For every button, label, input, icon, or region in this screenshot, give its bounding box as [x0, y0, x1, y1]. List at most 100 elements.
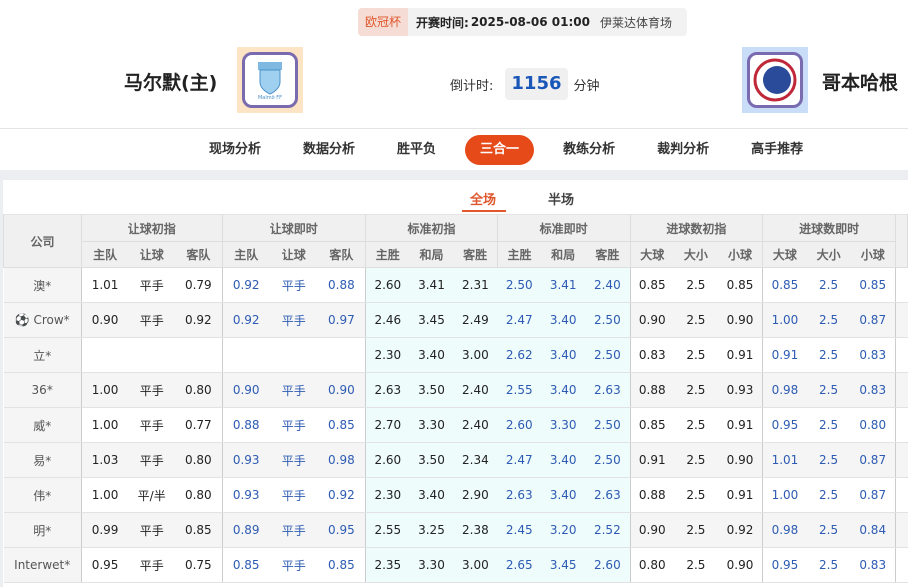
- odds-cell: 0.95: [81, 547, 129, 583]
- odds-cell: 2.50: [585, 302, 631, 338]
- odds-cell: 2.5: [673, 512, 718, 548]
- odds-cell: 2.52: [585, 512, 631, 548]
- company-cell[interactable]: Interwet*: [3, 547, 82, 583]
- company-cell[interactable]: 威*: [3, 407, 82, 443]
- tab-full-time[interactable]: 全场: [470, 193, 497, 208]
- nav-expert-picks[interactable]: 高手推荐: [751, 141, 804, 157]
- table-row[interactable]: 36* 1.00 平手 0.80 0.90 平手 0.90 2.63 3.50 2.40 2.55 3…: [3, 372, 908, 408]
- league-badge[interactable]: 欧冠杯: [358, 8, 409, 36]
- odds-cell: 3.50: [409, 442, 454, 478]
- table-row[interactable]: 威* 1.00 平手 0.77 0.88 平手 0.85 2.70 3.30 2.40 2.60 3.…: [3, 407, 908, 443]
- odds-cell: 3.30: [409, 407, 454, 443]
- table-row[interactable]: 澳* 1.01 平手 0.79 0.92 平手 0.88 2.60 3.41 2.31 2.50 3.…: [3, 267, 908, 303]
- nav-live-analysis[interactable]: 现场分析: [209, 141, 262, 157]
- odds-cell: 2.5: [673, 302, 718, 338]
- away-team-logo[interactable]: [742, 47, 808, 113]
- nav-data-analysis[interactable]: 数据分析: [303, 141, 356, 157]
- tab-half-time[interactable]: 半场: [548, 193, 575, 208]
- odds-cell: 平手: [128, 302, 176, 338]
- odds-cell: 3.30: [541, 407, 586, 443]
- company-cell[interactable]: 明*: [3, 512, 82, 548]
- column-header: 主队: [221, 241, 270, 268]
- company-cell[interactable]: 澳*: [3, 267, 82, 303]
- odds-cell: 3.20: [541, 512, 586, 548]
- table-row[interactable]: ⚽ Crow* 0.90 平手 0.92 0.92 平手 0.97 2.46 3.45 2.49 2…: [3, 302, 908, 338]
- odds-cell: 0.92: [717, 512, 763, 548]
- company-cell[interactable]: 立*: [3, 337, 82, 373]
- odds-cell: 0.90: [717, 547, 763, 583]
- nav-three-in-one[interactable]: 三合一: [465, 134, 535, 165]
- odds-cell: 2.5: [806, 407, 851, 443]
- odds-cell: 2.63: [497, 477, 542, 513]
- extra-cell: [894, 337, 908, 373]
- odds-cell: 2.47: [497, 302, 542, 338]
- odds-cell: 2.62: [497, 337, 542, 373]
- odds-cell: [269, 337, 318, 373]
- odds-cell: 3.25: [409, 512, 454, 548]
- odds-cell: 0.91: [762, 337, 807, 373]
- odds-cell: 1.00: [762, 302, 807, 338]
- side-gutter: [0, 180, 3, 587]
- table-row[interactable]: 明* 0.99 平手 0.85 0.89 平手 0.95 2.55 3.25 2.38 2.45 3.…: [3, 512, 908, 548]
- column-header: 大球: [762, 241, 807, 268]
- odds-cell: 2.63: [585, 477, 631, 513]
- venue: 伊莱达体育场: [599, 15, 672, 30]
- company-cell[interactable]: 36*: [3, 372, 82, 408]
- malmo-crest-icon: Malmö FF: [258, 62, 282, 100]
- odds-cell: 平手: [269, 302, 318, 338]
- odds-cell: 0.85: [317, 547, 366, 583]
- odds-cell: 2.46: [365, 302, 410, 338]
- odds-cell: 平手: [269, 407, 318, 443]
- odds-cell: 0.88: [629, 372, 674, 408]
- odds-cell: 3.40: [541, 477, 586, 513]
- odds-cell: 平手: [128, 442, 176, 478]
- odds-cell: 2.40: [585, 267, 631, 303]
- odds-cell: [128, 337, 176, 373]
- odds-cell: 0.98: [762, 512, 807, 548]
- nav-referee-analysis[interactable]: 裁判分析: [657, 141, 710, 157]
- company-cell[interactable]: ⚽ Crow*: [3, 302, 82, 338]
- odds-cell: 1.00: [81, 407, 129, 443]
- extra-column-header: [894, 214, 908, 268]
- odds-cell: 2.5: [673, 267, 718, 303]
- column-header: 让球: [269, 241, 318, 268]
- odds-cell: 0.99: [81, 512, 129, 548]
- odds-cell: 3.45: [541, 547, 586, 583]
- odds-cell: 0.80: [629, 547, 674, 583]
- odds-cell: 2.63: [585, 372, 631, 408]
- odds-cell: 0.77: [175, 407, 223, 443]
- column-header: 小球: [717, 241, 763, 268]
- table-row[interactable]: 立* 2.30 3.40 3.00 2.62 3.40 2.50 0.83 2.5 0.91 0.9…: [3, 337, 908, 373]
- countdown-unit: 分钟: [573, 78, 600, 94]
- table-row[interactable]: 易* 1.03 平手 0.80 0.93 平手 0.98 2.60 3.50 2.34 2.47 3.…: [3, 442, 908, 478]
- odds-cell: 2.50: [585, 337, 631, 373]
- nav-coach-analysis[interactable]: 教练分析: [563, 141, 616, 157]
- company-header: 公司: [3, 214, 82, 268]
- odds-cell: 0.87: [850, 477, 896, 513]
- home-team-name[interactable]: 马尔默(主): [124, 72, 218, 94]
- odds-cell: 0.93: [221, 477, 270, 513]
- company-cell[interactable]: 易*: [3, 442, 82, 478]
- odds-cell: 0.85: [221, 547, 270, 583]
- odds-cell: 0.90: [221, 372, 270, 408]
- odds-cell: 1.00: [81, 372, 129, 408]
- odds-cell: 0.95: [762, 407, 807, 443]
- company-cell[interactable]: 伟*: [3, 477, 82, 513]
- copenhagen-crest-icon: [753, 58, 797, 102]
- odds-cell: 1.01: [762, 442, 807, 478]
- odds-cell: 2.70: [365, 407, 410, 443]
- odds-cell: 2.90: [453, 477, 498, 513]
- extra-cell: [894, 547, 908, 583]
- odds-cell: 0.91: [717, 407, 763, 443]
- odds-cell: 0.80: [175, 477, 223, 513]
- away-team-name[interactable]: 哥本哈根: [822, 72, 899, 94]
- nav-win-draw-loss[interactable]: 胜平负: [397, 141, 437, 157]
- odds-cell: 2.40: [453, 372, 498, 408]
- table-row[interactable]: 伟* 1.00 平/半 0.80 0.93 平手 0.92 2.30 3.40 2.90 2.63 3…: [3, 477, 908, 513]
- odds-cell: 3.50: [409, 372, 454, 408]
- odds-cell: 2.5: [806, 477, 851, 513]
- table-row[interactable]: Interwet* 0.95 平手 0.75 0.85 平手 0.85 2.35 3.30 3.0…: [3, 547, 908, 583]
- column-header: 客胜: [585, 241, 631, 268]
- odds-cell: 2.63: [365, 372, 410, 408]
- home-team-logo[interactable]: Malmö FF: [237, 47, 303, 113]
